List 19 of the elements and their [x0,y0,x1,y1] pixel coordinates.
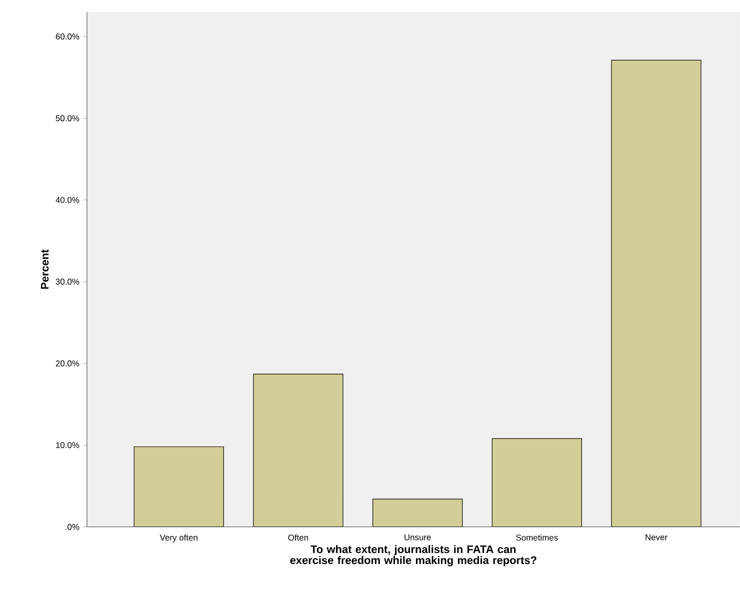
bar [492,438,582,527]
y-tick-label: 20.0% [56,360,80,366]
bar [372,499,462,527]
x-tick-label: Sometimes [516,534,558,541]
y-tick-label: 40.0% [56,197,80,204]
x-axis-title: To what extent, journalists in FATA can exercise freedom while making media reports? [290,545,536,566]
x-tick-label: Never [646,534,668,540]
bar [253,374,343,527]
y-tick-label: 10.0% [56,442,80,448]
bar [611,60,702,527]
y-axis-title: Percent [40,250,49,289]
y-tick-label: 60.0% [56,34,80,40]
x-tick-label: Unsure [404,534,431,540]
y-tick-label: 30.0% [56,278,80,285]
y-tick-label: .0% [66,524,80,530]
y-tick-label: 50.0% [56,115,80,122]
bar [134,446,224,527]
x-tick-label: Often [288,534,308,541]
x-tick-label: Very often [160,534,198,542]
